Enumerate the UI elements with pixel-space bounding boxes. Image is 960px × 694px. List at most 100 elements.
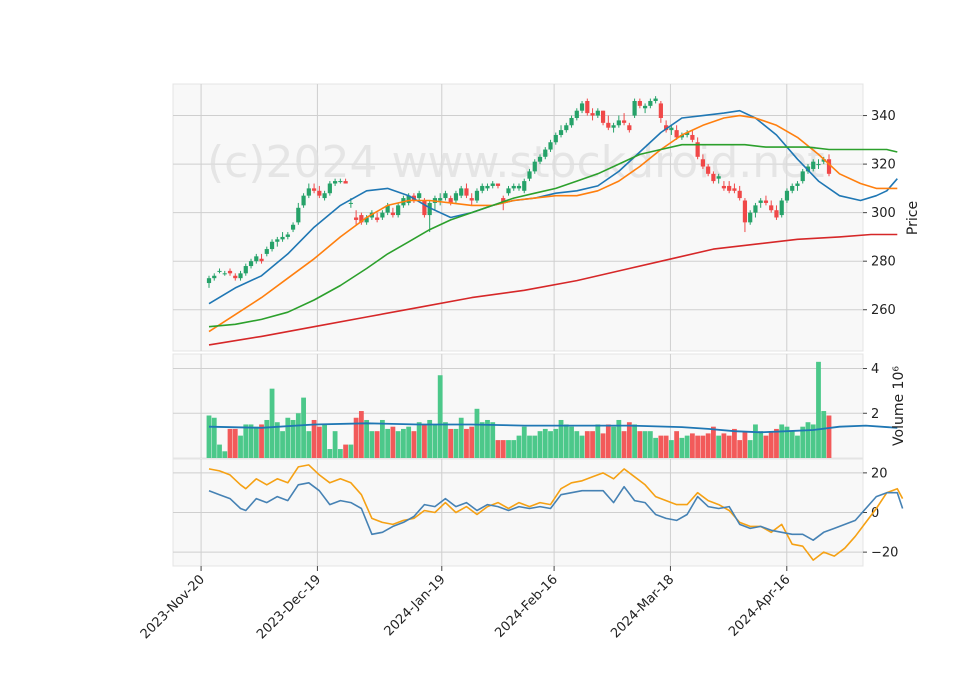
- candle-body: [522, 181, 527, 191]
- volume-bar: [353, 417, 359, 458]
- volume-bar: [753, 424, 758, 458]
- candle-body: [674, 130, 679, 138]
- candle-body: [774, 210, 779, 218]
- volume-bar: [322, 424, 327, 458]
- volume-bar: [458, 417, 464, 458]
- candle-body: [790, 185, 795, 191]
- volume-bar: [721, 433, 727, 458]
- candle-body: [742, 200, 748, 223]
- candle-body: [784, 190, 790, 201]
- volume-bar: [558, 419, 564, 458]
- volume-bar: [374, 431, 380, 458]
- price-axis-ytick-label: 260: [871, 303, 896, 318]
- volume-bar: [689, 433, 695, 458]
- candle-body: [632, 100, 637, 116]
- candle-body: [558, 130, 564, 135]
- volume-bar: [705, 433, 711, 458]
- candle-body: [248, 261, 254, 267]
- volume-bar: [516, 435, 522, 458]
- volume-bar: [332, 431, 338, 458]
- volume-bar: [422, 424, 427, 458]
- volume-bar: [747, 440, 753, 458]
- volume-bar: [653, 437, 659, 458]
- candle-body: [243, 266, 248, 274]
- price-axis-ytick-label: 320: [871, 158, 896, 173]
- volume-bar: [311, 419, 317, 458]
- candle-body: [280, 236, 285, 240]
- volume-bar: [611, 426, 616, 458]
- volume-bar: [243, 424, 249, 458]
- candle-body: [348, 202, 353, 204]
- volume-bar: [800, 426, 806, 458]
- candle-body: [748, 212, 753, 223]
- volume-bar: [805, 422, 811, 458]
- volume-bar: [411, 431, 417, 458]
- candle-body: [637, 100, 642, 106]
- candle-body: [311, 188, 317, 191]
- volume-bar: [264, 419, 270, 458]
- volume-bar: [795, 435, 800, 458]
- volume-bar: [574, 431, 580, 458]
- volume-bar: [506, 440, 511, 458]
- volume-bar: [663, 435, 669, 458]
- candle-body: [495, 183, 501, 186]
- volume-bar: [684, 435, 690, 458]
- candle-body: [763, 200, 769, 203]
- volume-bar: [532, 435, 538, 458]
- volume-panel: 2 4 Volume 10⁶: [172, 353, 907, 459]
- candle-body: [690, 134, 695, 140]
- candle-body: [443, 193, 448, 199]
- volume-bar: [316, 426, 322, 458]
- candle-body: [643, 105, 648, 109]
- candle-body: [564, 125, 569, 131]
- volume-bar: [742, 431, 748, 458]
- candle-body: [296, 207, 301, 223]
- volume-bar: [479, 422, 485, 458]
- candle-body: [390, 212, 395, 216]
- volume-bar: [206, 415, 212, 458]
- candle-body: [569, 117, 574, 126]
- volume-bar: [348, 444, 354, 458]
- volume-bar: [774, 428, 779, 458]
- x-tick-label: 2024-Mar-18: [608, 572, 677, 641]
- candle-body: [805, 166, 811, 172]
- volume-bar: [295, 413, 301, 458]
- candle-body: [758, 200, 763, 203]
- volume-bar: [238, 435, 243, 458]
- candle-body: [537, 156, 543, 162]
- candle-body: [375, 217, 380, 220]
- candle-body: [453, 193, 459, 201]
- volume-bar: [569, 426, 574, 458]
- candle-body: [811, 161, 816, 169]
- price-axis-label: Price: [905, 201, 921, 235]
- candle-body: [653, 98, 658, 101]
- candle-body: [606, 122, 611, 128]
- volume-bar: [716, 435, 722, 458]
- candle-body: [506, 188, 511, 194]
- candle-body: [275, 239, 280, 242]
- candle-body: [269, 241, 275, 250]
- volume-bar: [364, 419, 370, 458]
- volume-bar: [521, 426, 527, 458]
- candle-body: [212, 275, 217, 279]
- volume-bar: [789, 431, 795, 458]
- candle-body: [511, 185, 516, 189]
- volume-bar: [763, 435, 769, 458]
- volume-bar: [726, 435, 732, 458]
- volume-axis-ytick-label: 4: [871, 362, 879, 377]
- volume-bar: [448, 428, 454, 458]
- volume-bar: [632, 424, 637, 458]
- volume-bar: [269, 388, 275, 458]
- candle-body: [217, 270, 222, 272]
- candle-body: [721, 185, 727, 189]
- candle-body: [695, 142, 700, 157]
- candle-body: [464, 188, 469, 196]
- candle-body: [658, 103, 663, 118]
- volume-bar: [511, 440, 517, 458]
- candle-body: [769, 205, 774, 211]
- volume-bar: [616, 419, 622, 458]
- oscillator-panel: −20 0 20: [172, 458, 904, 567]
